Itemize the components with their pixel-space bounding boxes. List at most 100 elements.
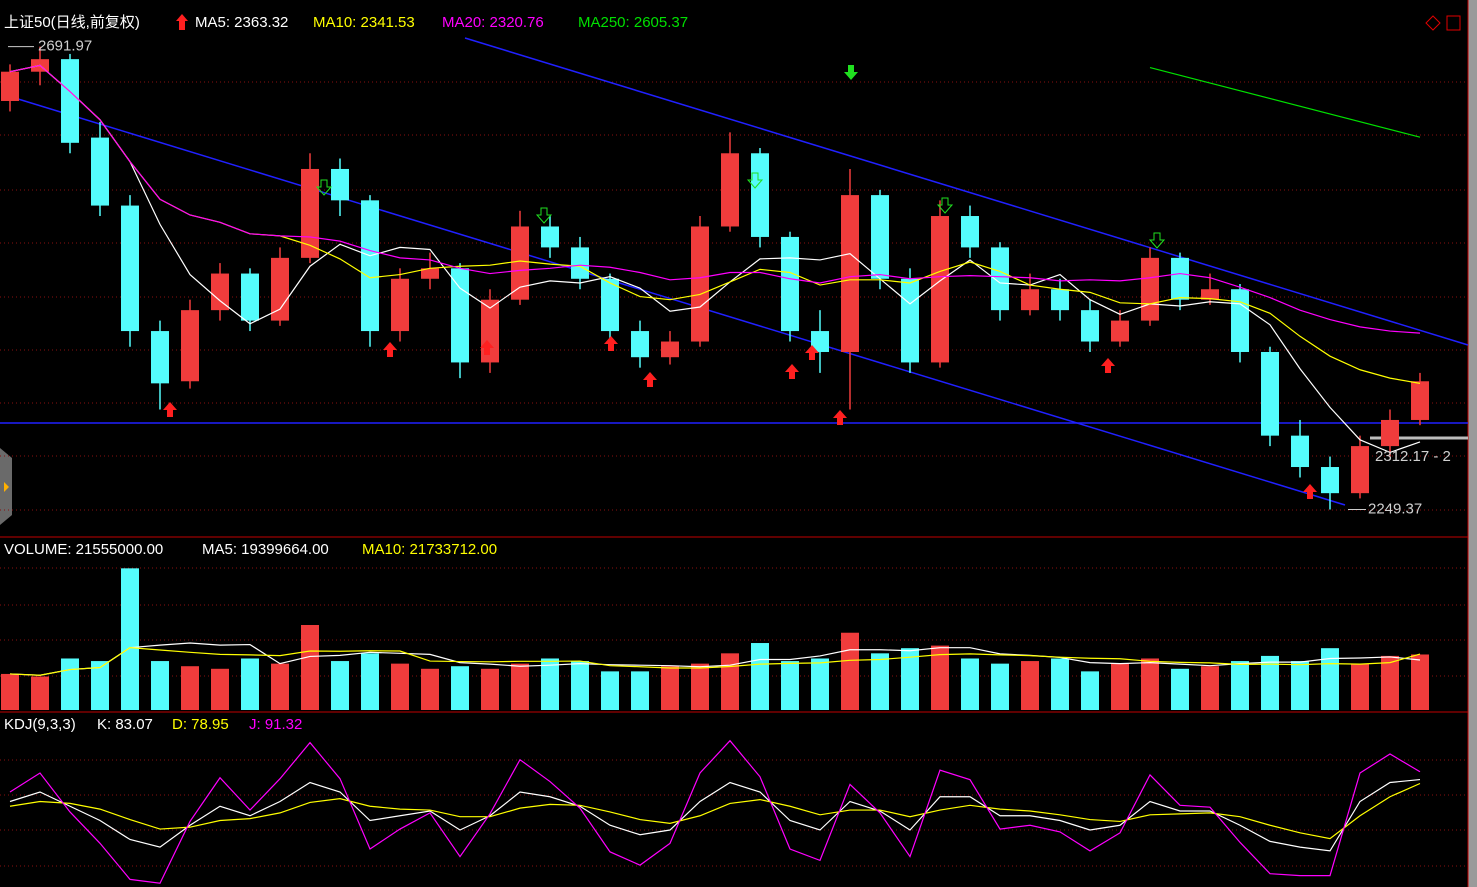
candle-body — [1201, 289, 1219, 300]
marks: 2691.97 2249.37 2312.17 - 2 — [1, 38, 1451, 884]
candle-body — [1351, 446, 1369, 494]
candle-body — [1111, 320, 1129, 342]
candle-body — [511, 226, 529, 300]
ma-line — [9, 64, 1421, 334]
volume-bar — [361, 653, 379, 710]
legend-entry: MA20: 2320.76 — [442, 14, 544, 31]
candle-body — [541, 226, 559, 248]
volume-bar — [571, 661, 589, 710]
legend-entry: KDJ(9,3,3) — [4, 716, 76, 733]
candle-body — [61, 59, 79, 143]
volume-bar — [1381, 655, 1399, 710]
volume-bar — [1411, 654, 1429, 710]
volume-bar — [841, 632, 859, 710]
buy-signal — [785, 364, 799, 379]
volume-bar — [451, 666, 469, 710]
buy-signal — [1303, 484, 1317, 499]
volume-bar — [1021, 661, 1039, 710]
right-strip — [1468, 0, 1477, 887]
volume-bar — [961, 658, 979, 710]
volume-bar — [811, 658, 829, 710]
volume-bar — [121, 568, 139, 710]
candle-body — [1231, 289, 1249, 352]
ma-line — [9, 64, 1421, 384]
candle-body — [1381, 419, 1399, 447]
buy-signal — [833, 410, 847, 425]
volume-bar — [781, 661, 799, 710]
volume-bar — [931, 645, 949, 710]
candle-body — [1261, 351, 1279, 436]
side-tab-arrow — [4, 482, 9, 492]
candle-body — [901, 278, 919, 363]
buy-signal — [1101, 358, 1115, 373]
volume-bar — [1351, 663, 1369, 710]
candle-body — [1051, 289, 1069, 311]
volume-ma-line — [9, 647, 1421, 676]
candle-body — [931, 216, 949, 363]
icon[interactable] — [1425, 15, 1441, 31]
ma250-line — [1149, 66, 1421, 138]
legend-entry: MA250: 2605.37 — [578, 14, 688, 31]
volume-bar — [1, 673, 19, 710]
legend-entry: J: 91.32 — [249, 716, 302, 733]
candle-body — [1291, 435, 1309, 468]
legend-entry: MA5: 2363.32 — [195, 14, 288, 31]
candle-body — [961, 216, 979, 248]
high-label: 2691.97 — [38, 38, 92, 55]
volume-bar — [61, 658, 79, 710]
sell-signal — [535, 207, 553, 224]
volume-bar — [691, 663, 709, 710]
candle-body — [691, 226, 709, 342]
candle-body — [211, 273, 229, 311]
volume-bar — [1321, 648, 1339, 710]
volume-bar — [391, 663, 409, 710]
volume-bar — [241, 658, 259, 710]
volume-bar — [421, 668, 439, 710]
sell-signal — [746, 172, 764, 189]
chart-title: 上证50(日线,前复权) — [4, 13, 140, 31]
candle-body — [661, 341, 679, 358]
buy-signal — [604, 336, 618, 351]
volume-bar — [541, 658, 559, 710]
legend-entry: MA10: 2341.53 — [313, 14, 415, 31]
buy-signal — [480, 340, 494, 355]
candle-body — [91, 137, 109, 206]
candle-body — [1321, 467, 1339, 494]
volume-bar — [661, 666, 679, 710]
buy-signal — [163, 402, 177, 417]
candle-body — [781, 236, 799, 332]
candle-body — [1, 71, 19, 101]
kdj-line — [9, 782, 1421, 840]
volume-bar — [1231, 661, 1249, 710]
annotation: 2312.17 - 2 — [1375, 448, 1451, 465]
volume-bar — [271, 663, 289, 710]
volume-bar — [181, 666, 199, 710]
candle-body — [121, 205, 139, 332]
volume-bar — [1201, 666, 1219, 710]
sell-signal — [1148, 232, 1166, 249]
candle-body — [751, 153, 769, 237]
candle-body — [151, 331, 169, 384]
sell-signal — [844, 65, 858, 80]
icon[interactable] — [1446, 15, 1461, 31]
volume-bar — [151, 661, 169, 710]
volume-bar — [1291, 661, 1309, 710]
buy-signal — [383, 342, 397, 357]
candle-body — [721, 153, 739, 227]
volume-bar — [1141, 658, 1159, 710]
ma-line — [9, 64, 1421, 454]
channel-line — [464, 37, 1469, 346]
candle-body — [331, 168, 349, 201]
volume-bar — [991, 663, 1009, 710]
candle-body — [361, 200, 379, 332]
candle-body — [1021, 289, 1039, 311]
legend-entry: MA5: 19399664.00 — [202, 541, 329, 558]
volume-bar — [1051, 658, 1069, 710]
volume-bar — [901, 648, 919, 710]
legend-entry: VOLUME: 21555000.00 — [4, 541, 163, 558]
sell-signal — [936, 197, 954, 214]
volume-ma-line — [9, 642, 1421, 676]
candle-body — [871, 195, 889, 279]
